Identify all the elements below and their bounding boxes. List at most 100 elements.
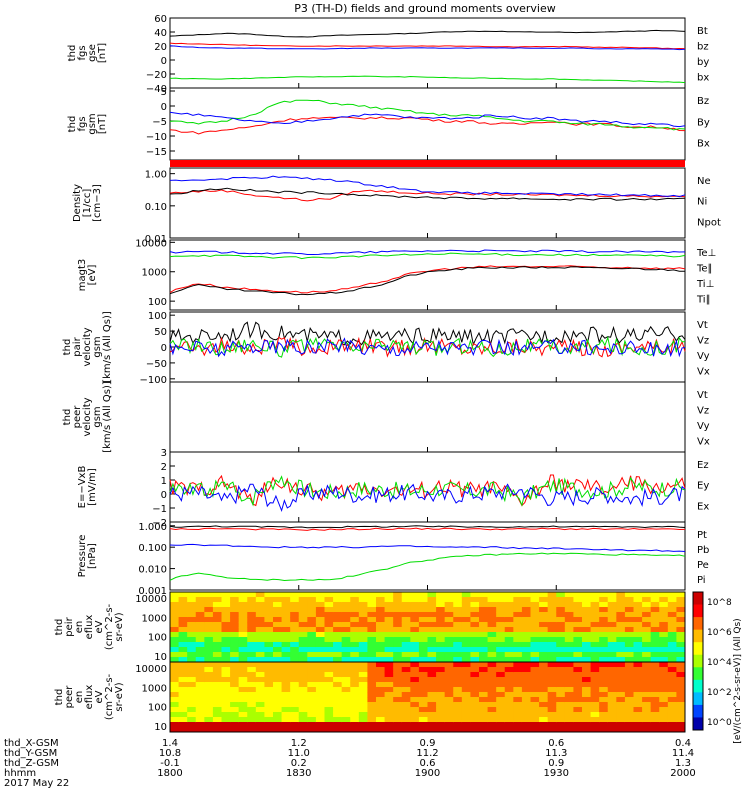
spectrogram-cell <box>667 662 677 668</box>
spectrogram-cell <box>607 722 617 728</box>
spectrogram-cell <box>273 667 283 673</box>
spectrogram-cell <box>427 647 437 653</box>
spectrogram-cell <box>178 612 188 618</box>
spectrogram-cell <box>281 667 291 673</box>
spectrogram-cell <box>307 687 317 693</box>
spectrogram-cell <box>496 677 506 683</box>
spectrogram-cell <box>539 602 549 608</box>
spectrogram-cell <box>496 592 506 598</box>
spectrogram-cell <box>530 722 540 728</box>
spectrogram-cell <box>247 617 257 623</box>
spectrogram-cell <box>281 597 291 603</box>
spectrogram-cell <box>616 642 626 648</box>
spectrogram-cell <box>676 607 686 613</box>
spectrogram-cell <box>410 722 420 728</box>
spectrogram-cell <box>539 687 549 693</box>
spectrogram-cell <box>315 627 325 633</box>
spectrogram-cell <box>298 652 308 658</box>
spectrogram-cell <box>521 652 531 658</box>
spectrogram-cell <box>324 697 334 703</box>
spectrogram-cell <box>410 682 420 688</box>
spectrogram-cell <box>547 647 557 653</box>
spectrogram-cell <box>461 607 471 613</box>
spectrogram-cell <box>393 597 403 603</box>
series-line-Te∥ <box>169 266 686 296</box>
spectrogram-cell <box>659 667 669 673</box>
spectrogram-cell <box>187 612 197 618</box>
spectrogram-cell <box>273 707 283 713</box>
spectrogram-cell <box>547 707 557 713</box>
spectrogram-cell <box>350 602 360 608</box>
spectrogram-cell <box>513 602 523 608</box>
spectrogram-cell <box>298 642 308 648</box>
spectrogram-cell <box>590 682 600 688</box>
spectrogram-cell <box>599 642 609 648</box>
spectrogram-cell <box>530 622 540 628</box>
spectrogram-cell <box>573 652 583 658</box>
spectrogram-cell <box>496 707 506 713</box>
spectrogram-cell <box>401 652 411 658</box>
spectrogram-cell <box>315 687 325 693</box>
spectrogram-cell <box>376 662 386 668</box>
spectrogram-cell <box>513 712 523 718</box>
spectrogram-cell <box>212 712 222 718</box>
spectrogram-cell <box>247 722 257 728</box>
series-line-Pi <box>169 543 686 552</box>
spectrogram-cell <box>521 667 531 673</box>
spectrogram-cell <box>204 612 214 618</box>
spectrogram-cell <box>298 707 308 713</box>
spectrogram-cell <box>401 697 411 703</box>
spectrogram-cell <box>667 617 677 623</box>
spectrogram-cell <box>521 702 531 708</box>
spectrogram-cell <box>582 617 592 623</box>
spectrogram-cell <box>530 612 540 618</box>
spectrogram-cell <box>513 672 523 678</box>
spectrogram-cell <box>418 652 428 658</box>
plot-title: P3 (TH-D) fields and ground moments over… <box>294 2 556 15</box>
spectrogram-cell <box>384 617 394 623</box>
spectrogram-cell <box>178 607 188 613</box>
spectrogram-cell <box>298 637 308 643</box>
spectrogram-cell <box>599 607 609 613</box>
spectrogram-cell <box>187 672 197 678</box>
spectrogram-cell <box>650 702 660 708</box>
spectrogram-cell <box>607 692 617 698</box>
footer-value: 1.3 <box>675 758 691 769</box>
spectrogram-cell <box>590 602 600 608</box>
spectrogram-cell <box>444 637 454 643</box>
spectrogram-cell <box>436 722 446 728</box>
y-tick-label: 5 <box>161 87 167 98</box>
spectrogram-cell <box>496 722 506 728</box>
spectrogram-cell <box>616 647 626 653</box>
spectrogram-cell <box>590 722 600 728</box>
spectrogram-cell <box>307 667 317 673</box>
spectrogram-cell <box>530 672 540 678</box>
spectrogram-cell <box>298 632 308 638</box>
spectrogram-cell <box>195 662 205 668</box>
spectrogram-cell <box>195 637 205 643</box>
spectrogram-cell <box>341 647 351 653</box>
spectrogram-cell <box>470 647 480 653</box>
spectrogram-cell <box>393 672 403 678</box>
spectrogram-cell <box>436 697 446 703</box>
legend-Ex: Ex <box>697 501 709 512</box>
spectrogram-cell <box>573 657 583 663</box>
spectrogram-cell <box>324 667 334 673</box>
spectrogram-cell <box>453 617 463 623</box>
spectrogram-cell <box>436 617 446 623</box>
spectrogram-cell <box>650 667 660 673</box>
spectrogram-cell <box>642 642 652 648</box>
spectrogram-cell <box>410 662 420 668</box>
spectrogram-cell <box>556 657 566 663</box>
spectrogram-cell <box>178 617 188 623</box>
spectrogram-cell <box>367 667 377 673</box>
legend-Pi: Pi <box>697 575 706 586</box>
spectrogram-cell <box>461 617 471 623</box>
spectrogram-cell <box>384 657 394 663</box>
spectrogram-cell <box>496 602 506 608</box>
spectrogram-cell <box>616 597 626 603</box>
spectrogram-cell <box>170 607 180 613</box>
spectrogram-cell <box>616 652 626 658</box>
spectrogram-cell <box>479 597 489 603</box>
spectrogram-cell <box>290 622 300 628</box>
